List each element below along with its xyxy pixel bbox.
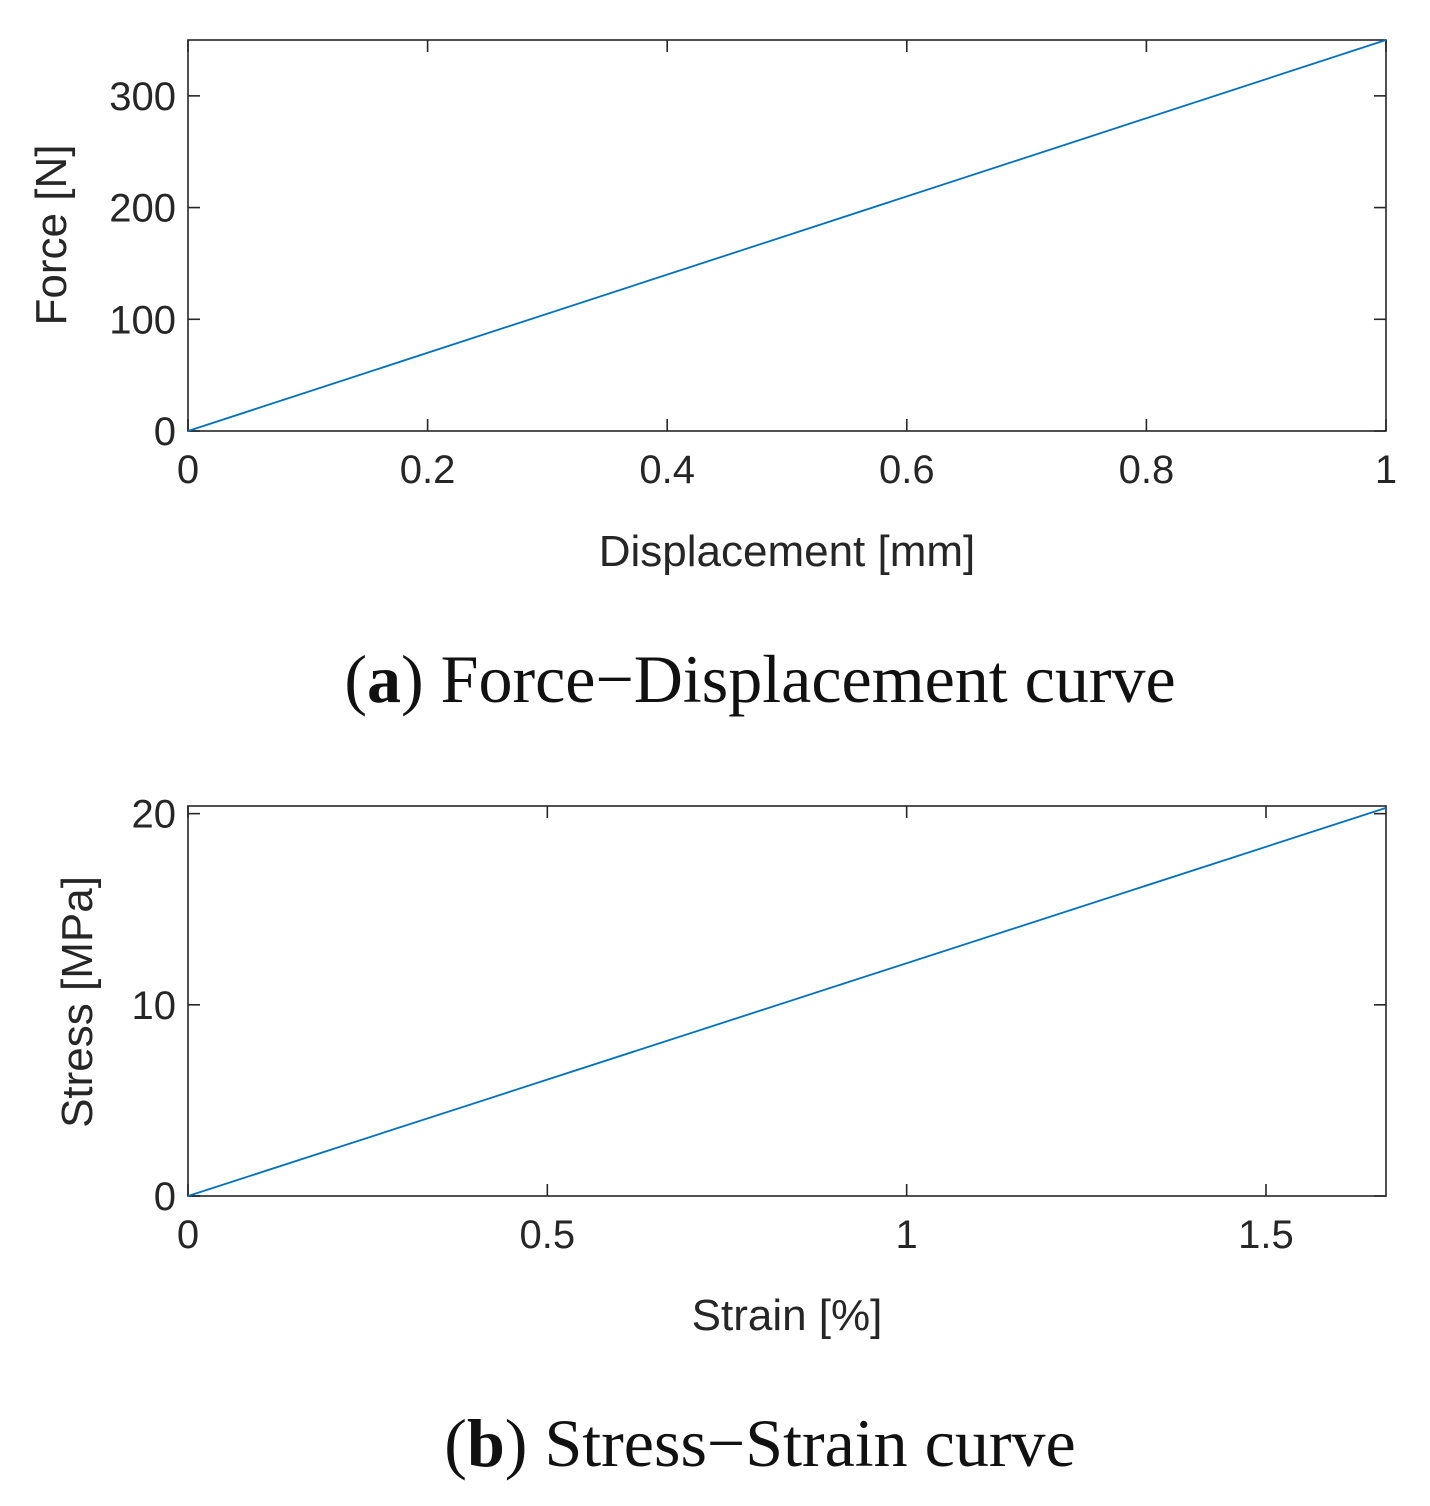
x-tick-label: 0.5 <box>520 1213 576 1257</box>
x-tick-label: 0 <box>177 1213 199 1257</box>
chart-panel-b: 0 0.5 1 1.5 0 10 20 Strain [%] Stress [MPa] (b… <box>53 793 1387 1481</box>
x-axis-label: Displacement [mm] <box>599 527 976 576</box>
y-tick-label: 100 <box>109 298 176 342</box>
plot-area: 0 0.5 1 1.5 0 10 20 <box>132 793 1387 1257</box>
x-tick-label: 0 <box>177 448 199 492</box>
x-axis-label: Strain [%] <box>692 1291 883 1340</box>
plot-area: 0 0.2 0.4 0.6 0.8 1 0 100 200 300 <box>109 39 1397 492</box>
caption-text: Force−Displacement curve <box>441 641 1176 717</box>
x-tick-label: 1.5 <box>1238 1213 1294 1257</box>
axes-box <box>187 805 1387 1197</box>
y-tick-label: 0 <box>154 1175 176 1219</box>
y-tick-label: 200 <box>109 187 176 231</box>
x-tick-label: 0.2 <box>400 448 456 492</box>
panel-caption: (a) Force−Displacement curve <box>344 641 1175 717</box>
axes-box <box>187 39 1387 432</box>
y-axis-label: Force [N] <box>27 145 76 326</box>
panel-letter: a <box>367 641 401 717</box>
caption-text: Stress−Strain curve <box>544 1405 1075 1481</box>
y-axis-label: Stress [MPa] <box>53 876 102 1128</box>
x-tick-label: 0.8 <box>1119 448 1175 492</box>
x-tick-label: 1 <box>1375 448 1397 492</box>
panel-caption: (b) Stress−Strain curve <box>444 1405 1075 1481</box>
series-line <box>187 807 1387 1197</box>
x-tick-label: 0.6 <box>879 448 935 492</box>
y-tick-label: 0 <box>154 410 176 454</box>
x-tick-label: 0.4 <box>639 448 695 492</box>
chart-panel-a: 0 0.2 0.4 0.6 0.8 1 0 100 200 300 Displacement [m… <box>27 39 1397 717</box>
y-tick-label: 10 <box>132 984 177 1028</box>
series-line <box>187 39 1387 432</box>
panel-letter: b <box>467 1405 505 1481</box>
y-tick-label: 20 <box>132 793 177 837</box>
y-tick-label: 300 <box>109 75 176 119</box>
x-tick-label: 1 <box>896 1213 918 1257</box>
